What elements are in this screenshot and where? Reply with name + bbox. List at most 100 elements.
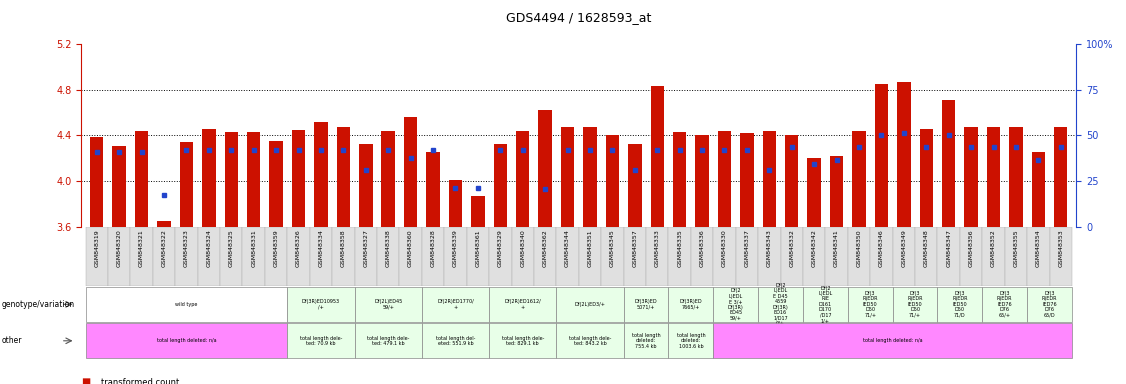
Bar bbox=[897, 82, 911, 227]
Bar bbox=[382, 131, 395, 227]
Text: Df(3R)ED
7665/+: Df(3R)ED 7665/+ bbox=[680, 299, 703, 310]
FancyBboxPatch shape bbox=[355, 287, 422, 322]
FancyBboxPatch shape bbox=[938, 227, 959, 286]
Text: GSM848336: GSM848336 bbox=[699, 230, 705, 267]
FancyBboxPatch shape bbox=[1027, 287, 1072, 322]
Bar bbox=[830, 156, 843, 227]
Bar bbox=[404, 117, 418, 227]
Text: GSM848322: GSM848322 bbox=[161, 230, 167, 267]
Text: GSM848352: GSM848352 bbox=[991, 230, 997, 267]
Bar bbox=[113, 146, 126, 227]
Text: GSM848342: GSM848342 bbox=[812, 230, 816, 267]
FancyBboxPatch shape bbox=[669, 287, 713, 322]
Text: total length deleted: n/a: total length deleted: n/a bbox=[157, 338, 216, 343]
Bar bbox=[135, 131, 149, 227]
Text: Df(2L)ED3/+: Df(2L)ED3/+ bbox=[574, 302, 606, 307]
FancyBboxPatch shape bbox=[556, 227, 579, 286]
Bar bbox=[269, 141, 283, 227]
FancyBboxPatch shape bbox=[153, 227, 176, 286]
FancyBboxPatch shape bbox=[534, 227, 556, 286]
Text: GDS4494 / 1628593_at: GDS4494 / 1628593_at bbox=[506, 12, 652, 25]
Text: GSM848345: GSM848345 bbox=[610, 230, 615, 267]
Bar bbox=[785, 135, 798, 227]
Text: GSM848321: GSM848321 bbox=[140, 230, 144, 267]
Text: GSM848358: GSM848358 bbox=[341, 230, 346, 267]
Text: GSM848344: GSM848344 bbox=[565, 230, 570, 267]
Bar bbox=[314, 122, 328, 227]
FancyBboxPatch shape bbox=[86, 323, 287, 358]
FancyBboxPatch shape bbox=[601, 227, 624, 286]
Text: GSM848361: GSM848361 bbox=[475, 230, 481, 267]
FancyBboxPatch shape bbox=[422, 227, 445, 286]
Text: GSM848325: GSM848325 bbox=[229, 230, 234, 267]
Text: GSM848339: GSM848339 bbox=[453, 230, 458, 267]
Text: GSM848338: GSM848338 bbox=[386, 230, 391, 267]
Text: total length del-
eted: 551.9 kb: total length del- eted: 551.9 kb bbox=[436, 336, 475, 346]
FancyBboxPatch shape bbox=[848, 287, 893, 322]
FancyBboxPatch shape bbox=[870, 227, 893, 286]
Text: other: other bbox=[1, 336, 21, 345]
Text: GSM848335: GSM848335 bbox=[677, 230, 682, 267]
Bar bbox=[561, 127, 574, 227]
Text: GSM848354: GSM848354 bbox=[1036, 230, 1040, 267]
Text: Df(2R)ED1612/
+: Df(2R)ED1612/ + bbox=[504, 299, 542, 310]
FancyBboxPatch shape bbox=[915, 227, 938, 286]
FancyBboxPatch shape bbox=[848, 227, 870, 286]
Text: Df(2
L)EDL
E D45
4559
Df(3R)
ED16
1/D17
0/+: Df(2 L)EDL E D45 4559 Df(3R) ED16 1/D17 … bbox=[772, 283, 788, 326]
Text: genotype/variation: genotype/variation bbox=[1, 300, 74, 309]
FancyBboxPatch shape bbox=[713, 287, 758, 322]
Bar bbox=[852, 131, 866, 227]
Text: Df(2
L)EDL
RIE
D161
D170
/D17
1/+: Df(2 L)EDL RIE D161 D170 /D17 1/+ bbox=[819, 286, 832, 323]
Bar bbox=[875, 84, 888, 227]
FancyBboxPatch shape bbox=[803, 227, 825, 286]
FancyBboxPatch shape bbox=[466, 227, 489, 286]
FancyBboxPatch shape bbox=[287, 287, 355, 322]
FancyBboxPatch shape bbox=[982, 287, 1027, 322]
FancyBboxPatch shape bbox=[579, 227, 601, 286]
FancyBboxPatch shape bbox=[669, 227, 691, 286]
Bar bbox=[673, 132, 687, 227]
FancyBboxPatch shape bbox=[735, 227, 758, 286]
FancyBboxPatch shape bbox=[445, 227, 466, 286]
Text: Df(2R)ED1770/
+: Df(2R)ED1770/ + bbox=[437, 299, 474, 310]
Text: GSM848362: GSM848362 bbox=[543, 230, 547, 267]
Text: GSM848353: GSM848353 bbox=[1058, 230, 1063, 267]
Bar bbox=[337, 127, 350, 227]
Bar bbox=[920, 129, 933, 227]
Bar bbox=[90, 136, 104, 227]
Bar bbox=[427, 152, 440, 227]
Text: GSM848347: GSM848347 bbox=[946, 230, 951, 267]
Bar bbox=[1054, 127, 1067, 227]
FancyBboxPatch shape bbox=[893, 287, 938, 322]
FancyBboxPatch shape bbox=[669, 323, 713, 358]
Text: GSM848340: GSM848340 bbox=[520, 230, 525, 267]
Text: GSM848341: GSM848341 bbox=[834, 230, 839, 267]
FancyBboxPatch shape bbox=[176, 227, 198, 286]
FancyBboxPatch shape bbox=[624, 287, 669, 322]
Text: Df(2L)ED45
59/+: Df(2L)ED45 59/+ bbox=[374, 299, 402, 310]
Text: GSM848357: GSM848357 bbox=[633, 230, 637, 267]
FancyBboxPatch shape bbox=[489, 227, 511, 286]
Bar bbox=[359, 144, 373, 227]
Text: Df(3
R)EDR
IED50
D50
71/D: Df(3 R)EDR IED50 D50 71/D bbox=[953, 291, 967, 318]
Text: transformed count: transformed count bbox=[101, 377, 179, 384]
Text: GSM848337: GSM848337 bbox=[744, 230, 750, 267]
Bar bbox=[538, 110, 552, 227]
Text: GSM848332: GSM848332 bbox=[789, 230, 794, 267]
FancyBboxPatch shape bbox=[982, 227, 1004, 286]
Text: total length dele-
ted: 843.2 kb: total length dele- ted: 843.2 kb bbox=[569, 336, 611, 346]
FancyBboxPatch shape bbox=[86, 287, 287, 322]
Text: total length
deleted:
755.4 kb: total length deleted: 755.4 kb bbox=[632, 333, 660, 349]
Bar bbox=[493, 144, 507, 227]
Text: GSM848343: GSM848343 bbox=[767, 230, 771, 267]
FancyBboxPatch shape bbox=[332, 227, 355, 286]
FancyBboxPatch shape bbox=[355, 227, 377, 286]
Text: total length deleted: n/a: total length deleted: n/a bbox=[863, 338, 922, 343]
Text: GSM848346: GSM848346 bbox=[879, 230, 884, 267]
FancyBboxPatch shape bbox=[624, 227, 646, 286]
FancyBboxPatch shape bbox=[131, 227, 153, 286]
Text: GSM848360: GSM848360 bbox=[408, 230, 413, 267]
Bar bbox=[717, 131, 731, 227]
FancyBboxPatch shape bbox=[624, 323, 669, 358]
FancyBboxPatch shape bbox=[758, 227, 780, 286]
